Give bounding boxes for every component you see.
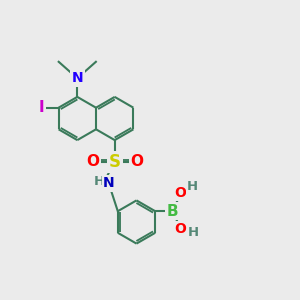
- Text: B: B: [167, 204, 178, 219]
- Text: O: O: [174, 186, 186, 200]
- Text: N: N: [71, 71, 83, 85]
- Text: H: H: [188, 226, 199, 239]
- Text: S: S: [109, 153, 121, 171]
- Text: O: O: [130, 154, 143, 169]
- Text: I: I: [39, 100, 44, 115]
- Text: O: O: [86, 154, 99, 169]
- Text: H: H: [187, 180, 198, 193]
- Text: N: N: [103, 176, 115, 190]
- Text: H: H: [94, 175, 105, 188]
- Text: O: O: [174, 222, 186, 236]
